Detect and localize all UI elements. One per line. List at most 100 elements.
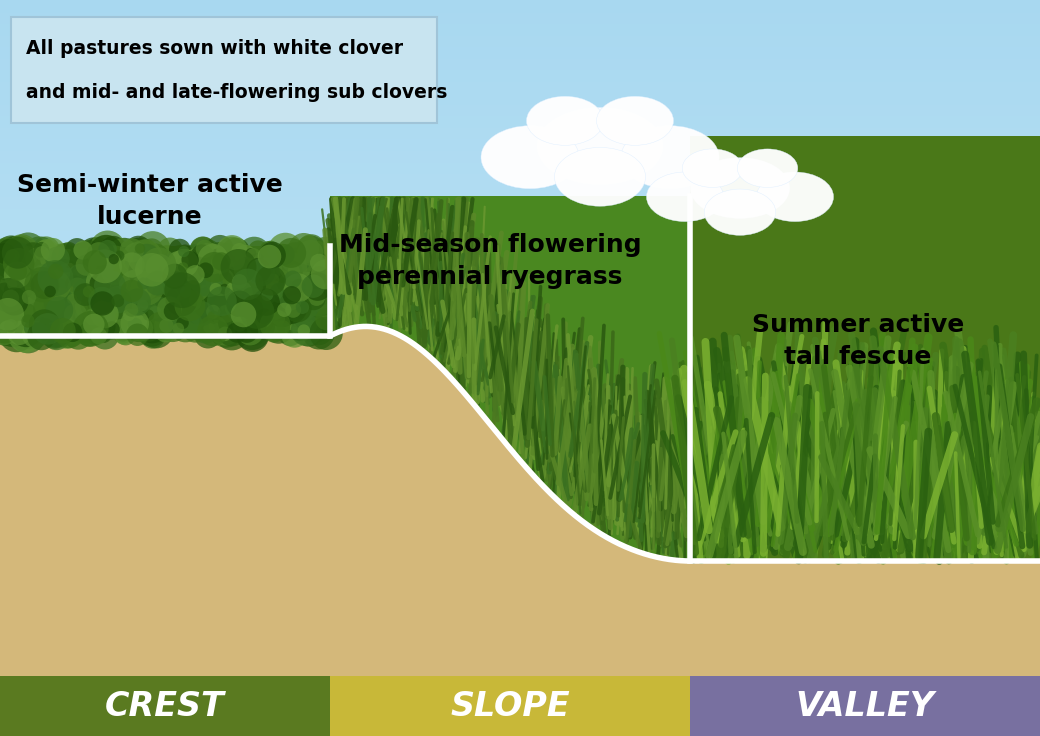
Circle shape — [3, 252, 34, 283]
Circle shape — [149, 306, 161, 319]
Circle shape — [113, 280, 147, 314]
Circle shape — [0, 236, 30, 267]
Circle shape — [298, 310, 332, 343]
Circle shape — [290, 284, 305, 299]
Circle shape — [112, 324, 133, 344]
Circle shape — [269, 306, 289, 326]
Circle shape — [126, 258, 140, 273]
Circle shape — [26, 290, 41, 305]
Circle shape — [240, 297, 263, 320]
Circle shape — [204, 248, 234, 279]
Circle shape — [141, 275, 162, 294]
Circle shape — [34, 288, 64, 319]
Circle shape — [33, 242, 49, 258]
Circle shape — [137, 281, 157, 300]
Circle shape — [267, 244, 281, 257]
Circle shape — [34, 264, 50, 279]
Circle shape — [73, 283, 92, 302]
Circle shape — [103, 266, 130, 293]
Circle shape — [3, 258, 27, 283]
Circle shape — [32, 295, 45, 308]
Circle shape — [134, 246, 154, 266]
Circle shape — [234, 314, 270, 350]
Circle shape — [262, 241, 280, 258]
Circle shape — [151, 325, 162, 337]
Circle shape — [278, 302, 291, 317]
Circle shape — [42, 321, 69, 347]
Circle shape — [22, 290, 36, 304]
Circle shape — [283, 280, 298, 296]
Circle shape — [119, 263, 133, 278]
Circle shape — [277, 288, 290, 300]
Circle shape — [189, 299, 201, 311]
Circle shape — [127, 272, 163, 307]
Circle shape — [53, 324, 74, 344]
Circle shape — [110, 248, 122, 259]
Circle shape — [215, 245, 241, 272]
Circle shape — [58, 330, 70, 342]
Circle shape — [81, 308, 115, 343]
Circle shape — [261, 294, 281, 314]
Circle shape — [226, 274, 243, 291]
Circle shape — [120, 284, 149, 313]
Circle shape — [275, 258, 303, 286]
Circle shape — [263, 274, 281, 291]
Circle shape — [280, 284, 305, 310]
Circle shape — [254, 280, 272, 297]
Circle shape — [304, 275, 320, 291]
Circle shape — [287, 313, 312, 338]
Circle shape — [126, 324, 149, 346]
Circle shape — [95, 262, 124, 291]
Circle shape — [295, 236, 326, 266]
Circle shape — [87, 297, 102, 311]
Circle shape — [0, 286, 8, 297]
Circle shape — [134, 253, 160, 280]
Circle shape — [306, 309, 335, 338]
Circle shape — [68, 264, 93, 289]
Circle shape — [282, 298, 311, 327]
Circle shape — [275, 251, 302, 279]
Circle shape — [210, 283, 222, 295]
Circle shape — [76, 255, 97, 276]
Circle shape — [121, 309, 149, 338]
Circle shape — [264, 286, 277, 298]
Text: and mid- and late-flowering sub clovers: and mid- and late-flowering sub clovers — [26, 82, 447, 102]
Circle shape — [283, 272, 310, 300]
Circle shape — [46, 297, 73, 324]
Circle shape — [223, 294, 254, 325]
Circle shape — [32, 313, 63, 344]
Circle shape — [7, 297, 28, 317]
Circle shape — [11, 311, 47, 347]
Circle shape — [208, 316, 219, 328]
Circle shape — [271, 291, 304, 325]
Circle shape — [127, 316, 153, 342]
Circle shape — [24, 267, 59, 302]
Circle shape — [19, 323, 31, 336]
Circle shape — [122, 295, 150, 322]
Circle shape — [31, 294, 66, 329]
Circle shape — [232, 316, 248, 332]
Circle shape — [10, 242, 26, 258]
Circle shape — [164, 266, 186, 287]
Circle shape — [120, 297, 134, 311]
Circle shape — [284, 271, 302, 288]
Circle shape — [171, 266, 199, 294]
Circle shape — [303, 269, 322, 289]
Circle shape — [142, 305, 158, 320]
Circle shape — [149, 325, 161, 338]
Circle shape — [23, 286, 51, 315]
Circle shape — [43, 314, 74, 344]
Circle shape — [36, 299, 61, 325]
Circle shape — [106, 255, 130, 279]
Circle shape — [171, 319, 186, 336]
Circle shape — [70, 252, 101, 283]
Circle shape — [114, 327, 132, 344]
Circle shape — [49, 289, 64, 305]
Polygon shape — [690, 136, 1040, 561]
Circle shape — [312, 289, 337, 314]
Circle shape — [246, 258, 271, 283]
Circle shape — [44, 258, 75, 289]
Circle shape — [215, 243, 238, 266]
Circle shape — [280, 300, 311, 331]
Circle shape — [184, 268, 210, 294]
